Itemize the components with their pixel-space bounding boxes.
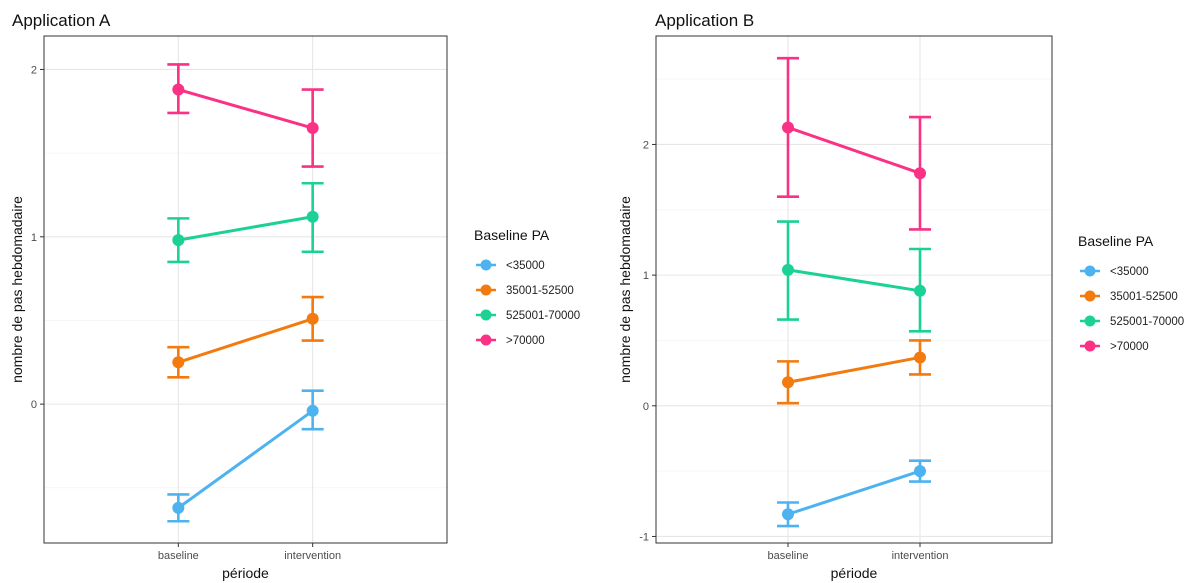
chart-title: Application B bbox=[655, 11, 754, 30]
data-point bbox=[782, 263, 794, 276]
legend: Baseline PA <35000 35001-52500 525001-70000… bbox=[474, 227, 580, 347]
data-point bbox=[914, 284, 926, 297]
data-point bbox=[914, 465, 926, 478]
y-tick-label: 0 bbox=[31, 399, 37, 411]
data-point bbox=[306, 122, 319, 135]
data-point bbox=[782, 121, 794, 134]
legend-label: <35000 bbox=[1110, 266, 1149, 278]
y-axis-title: nombre de pas hebdomadaire bbox=[617, 196, 633, 383]
series-1 bbox=[167, 389, 324, 523]
legend-title: Baseline PA bbox=[474, 227, 550, 243]
data-point bbox=[306, 312, 319, 325]
y-tick-label: 1 bbox=[643, 270, 649, 282]
data-point bbox=[914, 167, 926, 180]
data-point bbox=[172, 501, 185, 514]
legend-title: Baseline PA bbox=[1078, 233, 1154, 249]
plot-border bbox=[43, 35, 448, 544]
series-3 bbox=[167, 181, 324, 264]
series-line bbox=[787, 355, 921, 384]
chart-title: Application A bbox=[12, 11, 111, 30]
legend: Baseline PA <35000 35001-52500 525001-70000… bbox=[1078, 233, 1184, 353]
legend-key-point bbox=[480, 259, 492, 271]
legend-label: 35001-52500 bbox=[1110, 291, 1178, 303]
series-4 bbox=[167, 63, 324, 168]
data-point bbox=[172, 234, 185, 247]
series-line bbox=[178, 215, 313, 242]
series-line bbox=[787, 268, 921, 293]
legend-key-point bbox=[480, 309, 492, 321]
legend-key-point bbox=[480, 284, 492, 296]
data-point bbox=[782, 508, 794, 521]
legend-label: >70000 bbox=[506, 335, 545, 347]
legend-label: >70000 bbox=[1110, 341, 1149, 353]
legend-key-point bbox=[1084, 315, 1096, 327]
legend-label: 35001-52500 bbox=[506, 285, 574, 297]
series-4 bbox=[777, 56, 931, 231]
data-point bbox=[782, 376, 794, 389]
x-tick-label: intervention bbox=[284, 550, 341, 562]
chart-panel-2: -1 0 1 2 baseline intervention Application B pé… bbox=[617, 11, 1184, 581]
legend-label: <35000 bbox=[506, 260, 545, 272]
legend-key-point bbox=[480, 334, 492, 346]
legend-key-point bbox=[1084, 265, 1096, 277]
legend-key-point bbox=[1084, 340, 1096, 352]
series-2 bbox=[167, 295, 324, 379]
plot-background bbox=[44, 36, 447, 543]
chart-panel-1: 0 1 2 baseline intervention Application A péri… bbox=[9, 11, 580, 581]
y-tick-label: 0 bbox=[643, 401, 649, 413]
y-tick-label: 1 bbox=[31, 232, 37, 244]
y-tick-label: 2 bbox=[31, 64, 37, 76]
legend-key-point bbox=[1084, 290, 1096, 302]
legend-label: 525001-70000 bbox=[506, 310, 580, 322]
x-tick-label: intervention bbox=[892, 550, 949, 562]
y-axis-title: nombre de pas hebdomadaire bbox=[9, 196, 25, 383]
plot-background bbox=[656, 36, 1052, 543]
series-line bbox=[177, 88, 314, 130]
data-point bbox=[306, 404, 319, 417]
series-line bbox=[177, 317, 314, 364]
x-tick-label: baseline bbox=[768, 550, 809, 562]
series-line bbox=[177, 409, 314, 510]
legend-label: 525001-70000 bbox=[1110, 316, 1184, 328]
series-line bbox=[787, 126, 921, 175]
y-tick-label: -1 bbox=[639, 531, 649, 543]
plot-border bbox=[655, 35, 1053, 544]
data-point bbox=[172, 356, 185, 369]
data-point bbox=[172, 83, 185, 96]
x-axis-title: période bbox=[831, 565, 878, 581]
data-point bbox=[306, 210, 319, 223]
series-2 bbox=[777, 339, 931, 405]
series-3 bbox=[777, 220, 931, 333]
x-axis-title: période bbox=[222, 565, 269, 581]
data-point bbox=[914, 351, 926, 364]
y-tick-label: 2 bbox=[643, 139, 649, 151]
x-tick-label: baseline bbox=[158, 550, 199, 562]
series-line bbox=[787, 469, 921, 516]
series-1 bbox=[777, 459, 931, 528]
